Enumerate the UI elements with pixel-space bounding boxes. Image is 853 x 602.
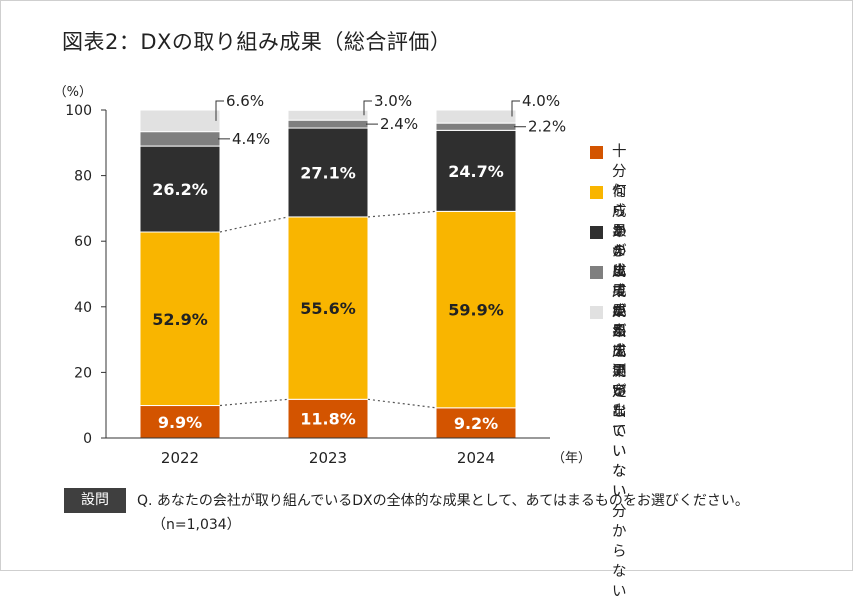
data-label: 4.4% [232,130,270,148]
bar-segment-jyubun [139,405,221,439]
data-label: 11.8% [300,410,356,429]
bar-segment-mattaku [139,131,221,147]
x-tick-label: 2023 [309,449,347,467]
bar-segment-nanraka [287,216,369,400]
y-tick-label: 20 [74,365,92,381]
data-label: 52.9% [152,310,208,329]
sample-size: （n=1,034） [152,517,241,533]
legend-label: 成果を測定していない 分からない [612,304,627,600]
x-axis-unit-label: （年） [552,451,591,466]
y-axis-unit-label: （%） [54,85,92,100]
data-label: 9.9% [158,413,202,432]
callout-leader [511,100,520,117]
legend-label: あまり成果が出ていない [612,224,627,440]
connector-line [219,398,289,407]
bar-segment-amari [435,129,517,212]
callout-leader [363,100,372,116]
data-label: 55.6% [300,299,356,318]
data-label: 2.2% [528,118,566,136]
data-label: 3.0% [374,92,412,110]
y-tick-label: 100 [65,103,92,119]
legend-label: 十分な成果が出ている [612,144,627,340]
data-label: 59.9% [448,301,504,320]
data-label: 6.6% [226,92,264,110]
connector-line [367,210,437,218]
question-text: Q. あなたの会社が取り組んでいるDXの全体的な成果として、あてはまるものをお選… [137,493,749,509]
data-label: 27.1% [300,163,356,182]
legend-label: まったく成果が出ていない [612,264,627,500]
x-tick-label: 2022 [161,449,199,467]
connector-line [367,398,437,409]
y-tick-label: 80 [74,169,92,185]
bar-segment-mattaku [435,122,517,131]
legend-label: 何らかの成果が出ている [612,184,627,400]
legend-swatch [590,146,603,159]
question-badge: 設問 [64,488,126,513]
y-tick-label: 40 [74,300,92,316]
bar-segment-jyubun [435,407,517,439]
bar-segment-mattaku [287,119,369,129]
bar-segment-nanraka [435,210,517,409]
bar-segment-amari [287,127,369,218]
y-tick-label: 0 [83,431,92,447]
chart-title: 図表2：DXの取り組み成果（総合評価） [62,30,452,54]
legend-swatch [590,186,603,199]
data-label: 26.2% [152,180,208,199]
bar-segment-sokutei [287,109,369,121]
data-label: 4.0% [522,92,560,110]
bar-segment-sokutei [139,109,221,133]
legend-swatch [590,226,603,239]
data-label: 9.2% [454,414,498,433]
data-label: 2.4% [380,115,418,133]
bar-segment-sokutei [435,109,517,124]
callout-leader [215,100,224,121]
data-label: 24.7% [448,162,504,181]
legend-swatch [590,306,603,319]
connector-line [219,216,289,233]
y-tick-label: 60 [74,234,92,250]
legend-swatch [590,266,603,279]
bar-segment-amari [139,145,221,233]
x-tick-label: 2024 [457,449,495,467]
stacked-bar-chart: 0 20 40 60 80 100 （%） （年） 2022 2023 2024 9.9% 11.8%… [54,85,591,467]
